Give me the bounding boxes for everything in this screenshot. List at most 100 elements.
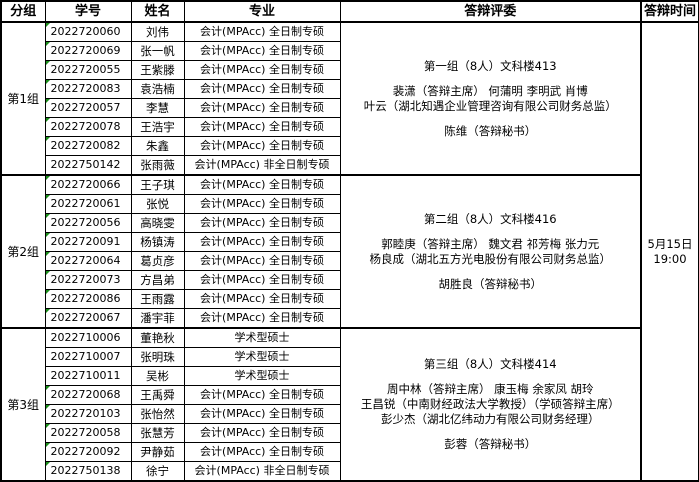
student-name: 王浩宇 (130, 117, 185, 137)
student-major: 会计(MPAcc) 全日制专硕 (183, 404, 341, 424)
panel-members: 王昌锐（中南财经政法大学教授）（学硕答辩主席） (360, 397, 620, 411)
header-time: 答辩时间 (640, 0, 699, 23)
student-id: 2022720066 (44, 174, 132, 195)
header-group: 分组 (0, 0, 46, 23)
spacer (341, 227, 640, 237)
student-name: 高晓雯 (130, 213, 185, 233)
panel-members: 叶云（湖北知遇企业管理咨询有限公司财务总监） (363, 98, 617, 113)
header-major: 专业 (183, 0, 341, 23)
defense-time: 5月15日 19:00 (640, 21, 699, 482)
table-row: 2022720061 张悦 会计(MPAcc) 全日制专硕 (1, 194, 699, 214)
student-id: 2022710007 (44, 347, 132, 367)
panel-members: 郭睦庚（答辩主席） 魏文君 祁芳梅 张力元 (381, 236, 600, 251)
panel-members: 裴潇（答辩主席） 何蒲明 李明武 肖博 (392, 83, 588, 98)
table-row: 第3组 2022710006 董艳秋 学术型硕士第三组（8人）文科楼414 周中林（答辩… (0, 327, 699, 482)
header-id: 学号 (44, 0, 132, 23)
table-row: 2022720092 尹静茹 会计(MPAcc) 全日制专硕 (1, 442, 699, 462)
student-major: 会计(MPAcc) 全日制专硕 (183, 98, 341, 118)
student-major: 会计(MPAcc) 全日制专硕 (183, 136, 341, 156)
table-row: 2022720073 方昌弟 会计(MPAcc) 全日制专硕 (1, 270, 699, 290)
student-id: 2022720092 (44, 442, 132, 462)
panel-cell: 第一组（8人）文科楼413 裴潇（答辩主席） 何蒲明 李明武 肖博 叶云（湖北知遇企… (339, 21, 642, 176)
table-row: 第2组 2022720066 王子琪 会计(MPAcc) 全日制专硕 第二组（8人）文科… (0, 174, 699, 329)
table-row: 2022720086 王雨露 会计(MPAcc) 全日制专硕 (1, 289, 699, 309)
student-major: 会计(MPAcc) 全日制专硕 (183, 289, 341, 309)
student-id: 2022720067 (44, 308, 132, 329)
student-major: 会计(MPAcc) 全日制专硕 (183, 194, 341, 214)
table-row: 2022720056 高晓雯 会计(MPAcc) 全日制专硕 (1, 213, 699, 233)
student-id: 2022720058 (44, 423, 132, 443)
group-label: 第1组 (0, 21, 46, 176)
table-row: 2022720091 杨镇涛 会计(MPAcc) 全日制专硕 (1, 232, 699, 252)
panel-secretary: 彭蓉（答辩秘书） (444, 437, 537, 451)
student-id: 2022750138 (44, 461, 132, 482)
student-name: 葛贞彦 (130, 251, 185, 271)
student-name: 董艳秋 (130, 327, 185, 348)
panel-secretary: 陈维（答辩秘书） (444, 123, 537, 138)
student-name: 尹静茹 (130, 442, 185, 462)
student-major: 会计(MPAcc) 全日制专硕 (183, 270, 341, 290)
student-major: 会计(MPAcc) 非全日制专硕 (183, 155, 341, 176)
student-id: 2022720082 (44, 136, 132, 156)
student-name: 张一帆 (130, 41, 185, 61)
panel-title: 第二组（8人）文科楼416 (423, 211, 557, 226)
student-major: 会计(MPAcc) 全日制专硕 (183, 423, 341, 443)
student-major: 会计(MPAcc) 全日制专硕 (183, 308, 341, 329)
student-name: 李慧 (130, 98, 185, 118)
student-id: 2022720091 (44, 232, 132, 252)
student-name: 袁浩楠 (130, 79, 185, 99)
panel-secretary: 胡胜良（答辩秘书） (438, 276, 543, 291)
student-id: 2022720057 (44, 98, 132, 118)
student-name: 徐宁 (130, 461, 185, 482)
student-name: 张雨薇 (130, 155, 185, 176)
student-id: 2022720083 (44, 79, 132, 99)
student-id: 2022720069 (44, 41, 132, 61)
student-name: 张悦 (130, 194, 185, 214)
student-major: 会计(MPAcc) 全日制专硕 (183, 442, 341, 462)
student-name: 朱鑫 (130, 136, 185, 156)
student-major: 会计(MPAcc) 全日制专硕 (183, 232, 341, 252)
student-id: 2022720068 (44, 385, 132, 405)
group-label: 第3组 (0, 327, 46, 482)
table-row: 2022720082 朱鑫 会计(MPAcc) 全日制专硕 (1, 136, 699, 156)
spacer (341, 267, 640, 277)
table-row: 2022720064 葛贞彦 会计(MPAcc) 全日制专硕 (1, 251, 699, 271)
table-row: 2022720069 张一帆 会计(MPAcc) 全日制专硕 (1, 41, 699, 61)
student-id: 2022720064 (44, 251, 132, 271)
defense-clock: 19:00 (653, 251, 687, 266)
student-id: 2022720086 (44, 289, 132, 309)
student-major: 会计(MPAcc) 全日制专硕 (183, 117, 341, 137)
student-major: 学术型硕士 (183, 347, 341, 367)
table-row: 2022720055 王紫滕 会计(MPAcc) 全日制专硕 (1, 60, 699, 80)
student-name: 王禹舜 (130, 385, 185, 405)
student-id: 2022710006 (44, 327, 132, 348)
panel-title: 第一组（8人）文科楼413 (423, 58, 557, 73)
student-name: 张明珠 (130, 347, 185, 367)
student-major: 会计(MPAcc) 非全日制专硕 (183, 461, 341, 482)
table-row: 2022720067 潘宇菲 会计(MPAcc) 全日制专硕 (1, 308, 699, 329)
header-name: 姓名 (130, 0, 185, 23)
panel-members: 周中林（答辩主席） 康玉梅 余家凤 胡玲 (387, 382, 594, 396)
student-major: 会计(MPAcc) 全日制专硕 (183, 174, 341, 195)
student-name: 王雨露 (130, 289, 185, 309)
student-major: 会计(MPAcc) 全日制专硕 (183, 21, 341, 42)
table-row: 2022720083 袁浩楠 会计(MPAcc) 全日制专硕 (1, 79, 699, 99)
student-major: 会计(MPAcc) 全日制专硕 (183, 213, 341, 233)
student-name: 张怡然 (130, 404, 185, 424)
student-id: 2022720061 (44, 194, 132, 214)
panel-cell: 第二组（8人）文科楼416 郭睦庚（答辩主席） 魏文君 祁芳梅 张力元 杨良成（湖北… (339, 174, 642, 329)
student-name: 杨镇涛 (130, 232, 185, 252)
spacer (341, 427, 640, 437)
table-row: 2022720058 张慧芳 会计(MPAcc) 全日制专硕 (1, 423, 699, 443)
student-major: 会计(MPAcc) 全日制专硕 (183, 79, 341, 99)
student-id: 2022720055 (44, 60, 132, 80)
panel-title: 第三组（8人）文科楼414 (423, 357, 557, 371)
table-row: 2022720078 王浩宇 会计(MPAcc) 全日制专硕 (1, 117, 699, 137)
spacer (341, 74, 640, 84)
student-name: 潘宇菲 (130, 308, 185, 329)
student-name: 王子琪 (130, 174, 185, 195)
header-row: 分组 学号 姓名 专业 答辩评委 答辩时间 (0, 0, 699, 23)
student-major: 学术型硕士 (183, 327, 341, 348)
student-id: 2022750142 (44, 155, 132, 176)
